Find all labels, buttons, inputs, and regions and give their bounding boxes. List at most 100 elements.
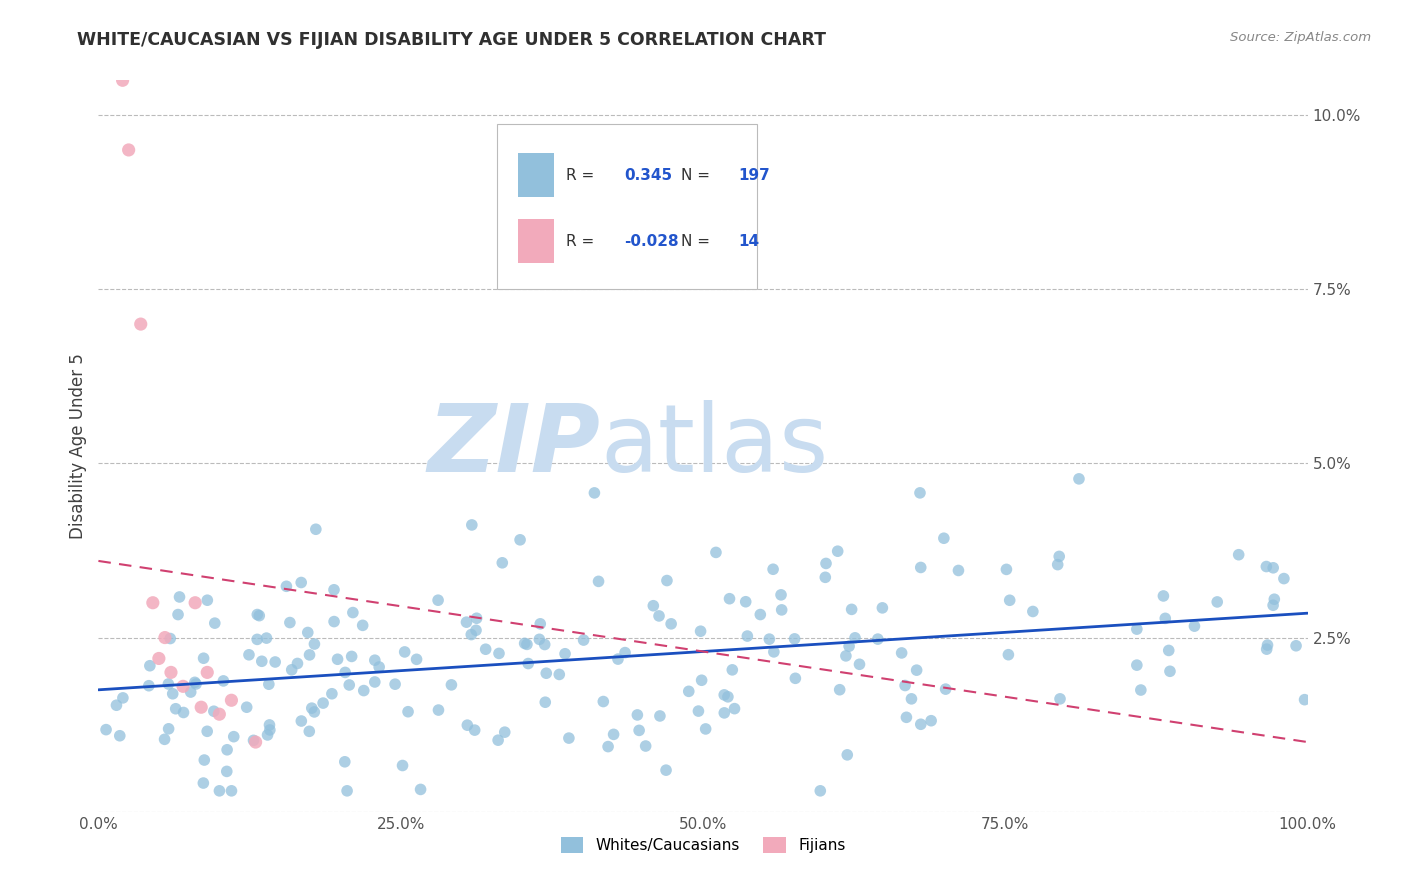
Point	[290, 575, 312, 590]
Point	[770, 603, 793, 617]
Text: R =: R =	[567, 234, 599, 249]
Text: WHITE/CAUCASIAN VS FIJIAN DISABILITY AGE UNDER 5 CORRELATION CHART: WHITE/CAUCASIAN VS FIJIAN DISABILITY AGE…	[77, 31, 827, 49]
Y-axis label: Disability Age Under 5: Disability Age Under 5	[69, 353, 87, 539]
Point	[298, 648, 321, 662]
Point	[1256, 642, 1278, 657]
Point	[172, 679, 194, 693]
Point	[405, 652, 427, 666]
Point	[312, 696, 335, 710]
Point	[456, 718, 478, 732]
Point	[167, 607, 190, 622]
Point	[138, 679, 160, 693]
Point	[626, 707, 648, 722]
Point	[169, 590, 191, 604]
Point	[704, 545, 727, 559]
Point	[259, 718, 281, 732]
Point	[713, 706, 735, 720]
Point	[256, 631, 278, 645]
Point	[202, 704, 225, 718]
Point	[838, 639, 860, 653]
Point	[245, 735, 267, 749]
Point	[689, 624, 711, 639]
Point	[204, 616, 226, 631]
Point	[242, 733, 264, 747]
Point	[427, 703, 450, 717]
Text: -0.028: -0.028	[624, 234, 679, 249]
Point	[384, 677, 406, 691]
Point	[465, 611, 488, 625]
Point	[717, 690, 740, 704]
Point	[1022, 605, 1045, 619]
Point	[491, 556, 513, 570]
Point	[558, 731, 581, 745]
Point	[440, 678, 463, 692]
Point	[1294, 692, 1316, 706]
Point	[297, 625, 319, 640]
Point	[908, 486, 931, 500]
Point	[828, 682, 851, 697]
Point	[516, 637, 538, 651]
Legend: Whites/Caucasians, Fijians: Whites/Caucasians, Fijians	[554, 830, 852, 859]
Point	[948, 564, 970, 578]
Point	[588, 574, 610, 589]
Point	[844, 631, 866, 645]
Point	[910, 717, 932, 731]
Point	[264, 655, 287, 669]
Point	[872, 600, 894, 615]
Point	[602, 727, 624, 741]
Point	[1184, 619, 1206, 633]
Point	[173, 706, 195, 720]
Point	[1263, 592, 1285, 607]
Point	[190, 700, 212, 714]
Point	[129, 317, 152, 331]
Point	[762, 645, 785, 659]
Text: N =: N =	[682, 168, 716, 183]
Point	[108, 729, 131, 743]
FancyBboxPatch shape	[498, 124, 758, 289]
Point	[159, 632, 181, 646]
Point	[910, 560, 932, 574]
Point	[1067, 472, 1090, 486]
Point	[195, 724, 218, 739]
Point	[326, 652, 349, 666]
Point	[695, 722, 717, 736]
Point	[1126, 658, 1149, 673]
Point	[139, 658, 162, 673]
Point	[517, 657, 540, 671]
Point	[247, 608, 270, 623]
Point	[394, 645, 416, 659]
Point	[246, 632, 269, 647]
Text: R =: R =	[567, 168, 599, 183]
Point	[866, 632, 889, 647]
Point	[814, 557, 837, 571]
Point	[259, 723, 281, 737]
Point	[997, 648, 1019, 662]
Text: atlas: atlas	[600, 400, 828, 492]
Point	[193, 651, 215, 665]
Point	[118, 143, 141, 157]
Point	[340, 649, 363, 664]
Point	[713, 688, 735, 702]
Point	[783, 632, 806, 646]
Point	[111, 73, 134, 87]
Point	[195, 593, 218, 607]
Point	[208, 707, 231, 722]
Point	[572, 633, 595, 648]
Point	[529, 616, 551, 631]
Point	[278, 615, 301, 630]
Point	[215, 764, 238, 779]
Point	[208, 784, 231, 798]
Point	[785, 671, 807, 685]
Point	[1263, 561, 1285, 575]
Point	[290, 714, 312, 728]
FancyBboxPatch shape	[517, 153, 554, 197]
Point	[157, 722, 180, 736]
Point	[364, 653, 387, 667]
Point	[238, 648, 260, 662]
Point	[235, 700, 257, 714]
Point	[304, 637, 326, 651]
Point	[648, 609, 671, 624]
Point	[1047, 549, 1070, 564]
Point	[111, 690, 134, 705]
Text: ZIP: ZIP	[427, 400, 600, 492]
